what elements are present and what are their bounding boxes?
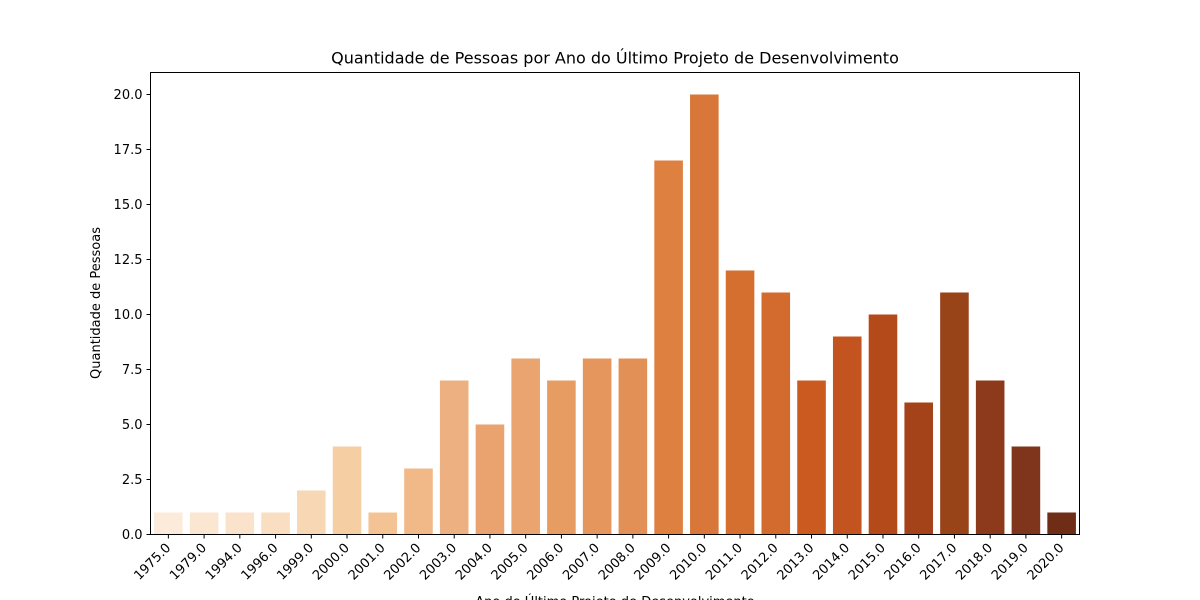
x-axis-label: Ano do Último Projeto de Desenvolvimento xyxy=(475,594,755,600)
x-tick-label: 2013.0 xyxy=(775,541,818,584)
bar-2003.0 xyxy=(440,381,469,535)
bar-1975.0 xyxy=(154,513,183,535)
bar-1979.0 xyxy=(190,513,219,535)
bar-1996.0 xyxy=(261,513,290,535)
x-tick-label: 2002.0 xyxy=(382,541,425,584)
y-tick-label: 10.0 xyxy=(114,308,143,323)
x-axis: 1975.01979.01994.01996.01999.02000.02001… xyxy=(131,535,1067,584)
x-tick-label: 2015.0 xyxy=(846,541,889,584)
bar-2008.0 xyxy=(619,359,648,535)
y-tick-label: 2.5 xyxy=(122,473,143,488)
x-tick-label: 1994.0 xyxy=(203,541,246,584)
x-tick-label: 2011.0 xyxy=(703,541,746,584)
x-tick-label: 1999.0 xyxy=(274,541,317,584)
y-tick-label: 20.0 xyxy=(114,88,143,103)
y-axis-label: Quantidade de Pessoas xyxy=(89,227,104,379)
x-tick-label: 2010.0 xyxy=(667,541,710,584)
bar-2005.0 xyxy=(511,359,540,535)
x-tick-label: 2008.0 xyxy=(596,541,639,584)
x-tick-label: 1975.0 xyxy=(131,541,174,584)
bar-2010.0 xyxy=(690,95,719,535)
bar-2016.0 xyxy=(904,403,933,535)
bar-2015.0 xyxy=(869,315,898,535)
x-tick-label: 2003.0 xyxy=(417,541,460,584)
x-tick-label: 2016.0 xyxy=(882,541,925,584)
bar-2019.0 xyxy=(1012,447,1041,535)
bar-2009.0 xyxy=(654,161,683,535)
y-tick-label: 15.0 xyxy=(114,198,143,213)
bar-2004.0 xyxy=(476,425,505,535)
x-tick-label: 2004.0 xyxy=(453,541,496,584)
bar-2001.0 xyxy=(368,513,397,535)
bar-1994.0 xyxy=(226,513,255,535)
x-tick-label: 2014.0 xyxy=(810,541,853,584)
bar-2006.0 xyxy=(547,381,576,535)
x-tick-label: 2006.0 xyxy=(524,541,567,584)
bar-2014.0 xyxy=(833,337,862,535)
x-tick-label: 2018.0 xyxy=(953,541,996,584)
y-axis: 0.0 2.5 5.0 7.5 10.0 12.5 15.0 17.5 20.0 xyxy=(114,88,151,543)
x-tick-label: 2001.0 xyxy=(346,541,389,584)
x-tick-label: 2020.0 xyxy=(1025,541,1068,584)
bar-2007.0 xyxy=(583,359,612,535)
bars-group xyxy=(154,95,1076,535)
x-tick-label: 2009.0 xyxy=(632,541,675,584)
y-tick-label: 7.5 xyxy=(122,363,143,378)
bar-2000.0 xyxy=(333,447,362,535)
bar-1999.0 xyxy=(297,491,326,535)
x-tick-label: 2017.0 xyxy=(917,541,960,584)
x-tick-label: 1979.0 xyxy=(167,541,210,584)
x-tick-label: 2019.0 xyxy=(989,541,1032,584)
x-tick-label: 2007.0 xyxy=(560,541,603,584)
chart-title: Quantidade de Pessoas por Ano do Último … xyxy=(331,49,899,68)
bar-2012.0 xyxy=(761,293,790,535)
x-tick-label: 2000.0 xyxy=(310,541,353,584)
bar-2013.0 xyxy=(797,381,826,535)
bar-2020.0 xyxy=(1047,513,1076,535)
bar-2011.0 xyxy=(726,271,755,535)
y-tick-label: 0.0 xyxy=(122,528,143,543)
bar-2017.0 xyxy=(940,293,969,535)
x-tick-label: 1996.0 xyxy=(239,541,282,584)
y-tick-label: 5.0 xyxy=(122,418,143,433)
bar-2018.0 xyxy=(976,381,1005,535)
y-tick-label: 12.5 xyxy=(114,253,143,268)
y-tick-label: 17.5 xyxy=(114,143,143,158)
bar-2002.0 xyxy=(404,469,433,535)
x-tick-label: 2005.0 xyxy=(489,541,532,584)
x-tick-label: 2012.0 xyxy=(739,541,782,584)
